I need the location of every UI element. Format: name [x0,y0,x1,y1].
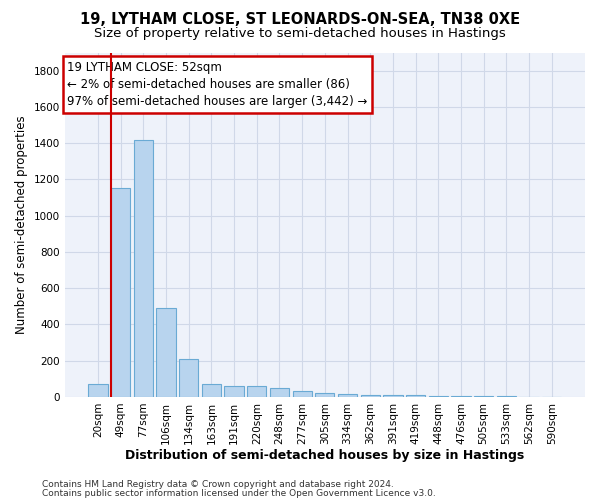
Text: Contains public sector information licensed under the Open Government Licence v3: Contains public sector information licen… [42,488,436,498]
Bar [202,384,221,397]
Text: Contains HM Land Registry data © Crown copyright and database right 2024.: Contains HM Land Registry data © Crown c… [42,480,394,489]
Bar [428,396,448,397]
Bar [224,386,244,397]
Bar [88,384,107,397]
Bar [157,308,176,397]
Bar [315,393,334,397]
Bar [497,396,516,397]
Bar [451,396,470,397]
Bar [111,188,130,397]
Bar [293,390,312,397]
Bar [270,388,289,397]
Y-axis label: Number of semi-detached properties: Number of semi-detached properties [15,116,28,334]
Bar [134,140,153,397]
Bar [406,395,425,397]
Bar [383,395,403,397]
Bar [474,396,493,397]
Text: 19 LYTHAM CLOSE: 52sqm
← 2% of semi-detached houses are smaller (86)
97% of semi: 19 LYTHAM CLOSE: 52sqm ← 2% of semi-deta… [67,61,368,108]
Bar [247,386,266,397]
Text: Size of property relative to semi-detached houses in Hastings: Size of property relative to semi-detach… [94,28,506,40]
Bar [179,359,199,397]
Text: 19, LYTHAM CLOSE, ST LEONARDS-ON-SEA, TN38 0XE: 19, LYTHAM CLOSE, ST LEONARDS-ON-SEA, TN… [80,12,520,28]
X-axis label: Distribution of semi-detached houses by size in Hastings: Distribution of semi-detached houses by … [125,450,524,462]
Bar [361,395,380,397]
Bar [338,394,357,397]
